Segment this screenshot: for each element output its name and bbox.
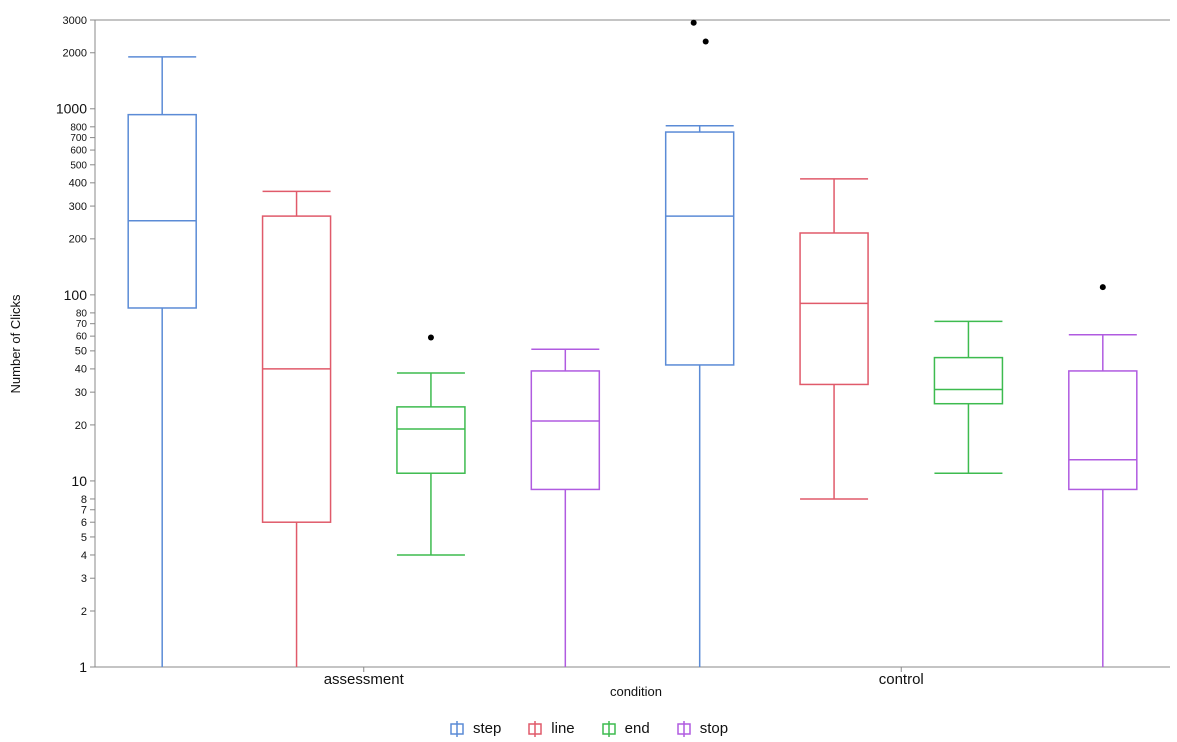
x-tick-label: control: [879, 671, 924, 688]
legend-item-step: step: [449, 720, 501, 737]
y-tick-label: 8: [81, 494, 87, 506]
outlier-point: [702, 38, 709, 45]
legend-item-stop: stop: [676, 720, 728, 737]
y-tick-label: 5: [81, 532, 87, 544]
outlier-point: [427, 334, 434, 341]
y-tick-label: 2: [81, 606, 87, 618]
y-tick-label: 20: [75, 420, 87, 432]
y-tick-label: 1000: [56, 101, 87, 117]
y-tick-label: 40: [75, 364, 87, 376]
outlier-point: [1099, 284, 1106, 291]
legend-swatch-icon: [676, 720, 691, 737]
y-tick-label: 300: [69, 201, 87, 213]
x-tick-label: assessment: [324, 671, 405, 688]
y-tick-label: 3000: [63, 15, 87, 27]
y-tick-label: 1: [79, 659, 87, 675]
y-tick-label: 30: [75, 387, 87, 399]
y-tick-label: 60: [76, 332, 88, 343]
box-step-control: [664, 19, 735, 667]
box-iqr: [530, 370, 601, 491]
box-line-assessment: [261, 190, 332, 667]
box-end-assessment: [396, 334, 466, 556]
box-line-control: [799, 178, 869, 500]
legend-item-end: end: [601, 720, 650, 737]
y-tick-label: 6: [81, 517, 87, 529]
y-tick-label: 700: [70, 133, 87, 144]
legend-label: line: [551, 720, 575, 737]
legend: step line end stop: [0, 720, 1177, 737]
outlier-point: [690, 19, 697, 26]
y-tick-label: 80: [76, 308, 88, 319]
plot-frame: [94, 19, 1170, 668]
y-tick-label: 400: [69, 178, 87, 190]
y-tick-label: 50: [75, 346, 87, 358]
legend-swatch-icon: [450, 720, 464, 737]
y-tick-label: 3: [81, 573, 87, 585]
box-iqr: [933, 356, 1004, 405]
y-tick-label: 2000: [63, 48, 87, 60]
box-iqr: [664, 131, 735, 366]
y-tick-label: 7: [81, 505, 87, 517]
box-end-control: [933, 320, 1004, 474]
box-stop-control: [1068, 284, 1138, 667]
x-axis-ticks: assessment control: [324, 667, 924, 688]
y-tick-label: 10: [71, 473, 87, 489]
y-tick-label: 4: [81, 550, 87, 562]
y-tick-label: 600: [70, 146, 87, 157]
legend-label: end: [624, 720, 650, 737]
legend-label: step: [472, 720, 502, 737]
y-tick-label: 200: [69, 234, 87, 246]
box-iqr: [396, 406, 466, 474]
y-tick-label: 100: [64, 287, 88, 303]
box-step-assessment: [127, 56, 197, 667]
box-iqr: [799, 232, 869, 386]
y-tick-label: 70: [76, 319, 88, 330]
box-iqr: [1068, 370, 1138, 491]
x-axis-title: condition: [610, 684, 662, 699]
box-stop-assessment: [530, 348, 601, 667]
legend-item-line: line: [527, 720, 575, 737]
legend-label: stop: [699, 720, 729, 737]
legend-swatch-icon: [528, 720, 543, 737]
y-axis-title: Number of Clicks: [8, 294, 23, 393]
box-iqr: [127, 113, 197, 309]
box-group: [127, 19, 1138, 667]
legend-swatch-icon: [601, 720, 616, 737]
y-tick-label: 800: [70, 122, 87, 133]
y-tick-label: 500: [70, 160, 87, 171]
